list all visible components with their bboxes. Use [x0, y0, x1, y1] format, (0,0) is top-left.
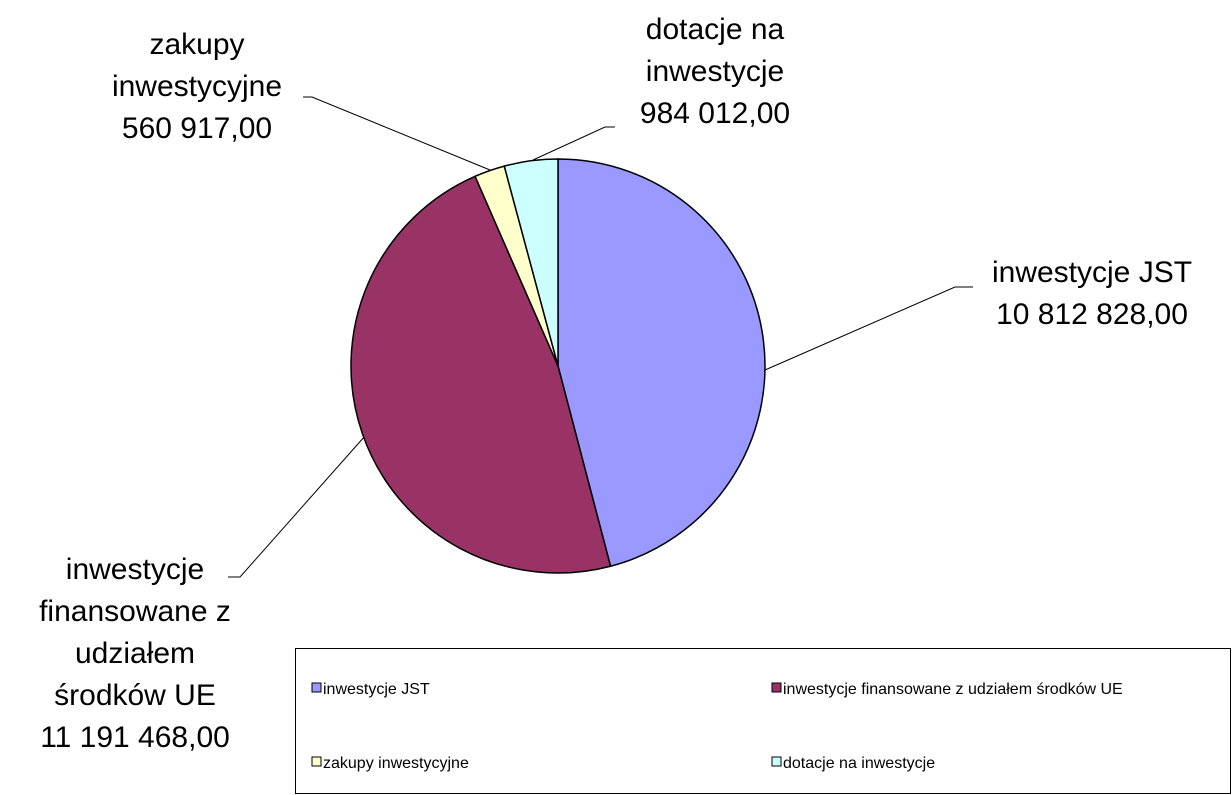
leader-line: [228, 435, 366, 578]
data-label: dotacje na inwestycje 984 012,00: [605, 9, 825, 135]
data-label: zakupy inwestycyjne 560 917,00: [87, 24, 307, 150]
legend-swatch: [311, 682, 322, 693]
pie-slice: [503, 158, 559, 367]
pie-slice: [557, 158, 766, 568]
legend-swatch: [311, 756, 322, 767]
data-label: inwestycje finansowane z udziałem środkó…: [20, 549, 250, 759]
pie-slice: [350, 175, 612, 574]
label-name: inwestycje finansowane z udziałem środkó…: [39, 553, 231, 712]
legend-label: inwestycje finansowane z udziałem środkó…: [783, 681, 1123, 698]
label-value: 10 812 828,00: [996, 298, 1188, 331]
data-label: inwestycje JST 10 812 828,00: [947, 252, 1232, 336]
leader-lines: [228, 96, 973, 578]
label-name: dotacje na inwestycje: [645, 13, 785, 88]
leader-line: [764, 286, 973, 371]
legend-box: [295, 648, 1231, 794]
leader-line: [532, 126, 615, 161]
label-value: 984 012,00: [639, 97, 791, 130]
legend-label: inwestycje JST: [323, 681, 430, 698]
legend-label: zakupy inwestycyjne: [323, 755, 469, 772]
label-value: 560 917,00: [121, 112, 273, 145]
label-value: 11 191 468,00: [40, 721, 230, 754]
leader-line: [303, 96, 491, 171]
label-name: zakupy inwestycyjne: [111, 28, 283, 103]
label-name: inwestycje JST: [991, 256, 1193, 289]
legend-swatch: [771, 756, 782, 767]
legend-label: dotacje na inwestycje: [783, 755, 935, 772]
legend-swatch: [771, 682, 782, 693]
